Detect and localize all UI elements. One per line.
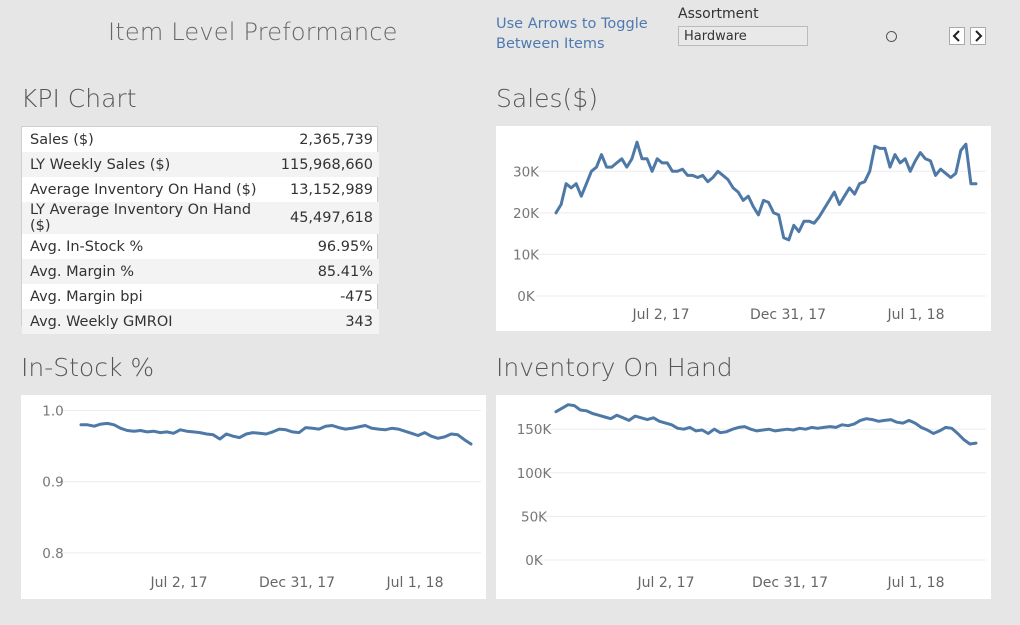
kpi-section-title: KPI Chart (21, 84, 137, 113)
y-tick-label: 1.0 (42, 404, 63, 420)
x-tick-label: Jul 1, 18 (887, 575, 945, 591)
page-title: Item Level Preformance (108, 18, 398, 46)
table-row: Avg. Weekly GMROI 343 (22, 309, 379, 334)
table-row: LY Average Inventory On Hand ($) 45,497,6… (22, 202, 379, 234)
table-row: Sales ($) 2,365,739 (22, 127, 379, 152)
inventory-chart: 0K 50K 100K 150K Jul 2, 17 Dec 31, 17 Jul 1, 1… (517, 403, 986, 591)
kpi-label: Average Inventory On Hand ($) (30, 181, 257, 198)
y-tick-label: 150K (517, 422, 553, 438)
y-tick-label: 50K (521, 509, 548, 525)
next-item-button[interactable] (970, 27, 986, 45)
instock-chart-panel: 0.8 0.9 1.0 Jul 2, 17 Dec 31, 17 Jul 1, 18 (21, 395, 486, 599)
x-tick-label: Jul 1, 18 (887, 307, 945, 323)
inventory-chart-title: Inventory On Hand (496, 353, 733, 382)
kpi-label: Sales ($) (30, 131, 94, 148)
kpi-label: Avg. Weekly GMROI (22, 309, 273, 334)
kpi-label: Avg. Margin bpi (30, 288, 143, 305)
kpi-value: 343 (272, 309, 379, 334)
kpi-table-panel: Sales ($) 2,365,739 LY Weekly Sales ($) 11… (21, 126, 379, 334)
y-tick-label: 30K (513, 164, 540, 180)
kpi-label: LY Average Inventory On Hand ($) (22, 202, 273, 234)
kpi-label: Avg. In-Stock % (30, 238, 144, 255)
kpi-label: LY Weekly Sales ($) (22, 152, 273, 177)
kpi-table: Sales ($) 2,365,739 LY Weekly Sales ($) 11… (22, 127, 379, 334)
table-row: Avg. In-Stock % 96.95% (22, 234, 379, 259)
toggle-hint-line1: Use Arrows to Toggle (496, 16, 648, 32)
kpi-value: 96.95% (317, 238, 373, 255)
radio-icon[interactable] (886, 31, 897, 42)
x-tick-label: Jul 2, 17 (637, 575, 695, 591)
y-tick-label: 10K (513, 247, 540, 263)
instock-chart-title: In-Stock % (21, 353, 155, 382)
prev-item-button[interactable] (949, 27, 965, 45)
x-tick-label: Jul 1, 18 (386, 575, 444, 591)
assortment-label: Assortment (678, 6, 759, 22)
toggle-hint-line2: Between Items (496, 36, 605, 52)
y-tick-label: 100K (517, 466, 553, 482)
sales-chart: 0K 10K 20K 30K Jul 2, 17 Dec 31, 17 Jul 1, 18 (513, 140, 986, 323)
table-row: Average Inventory On Hand ($) 13,152,989 (22, 177, 379, 202)
kpi-value: -475 (340, 288, 373, 305)
y-tick-label: 0.8 (42, 546, 63, 562)
y-tick-label: 0K (525, 553, 544, 569)
toggle-hint: Use Arrows to Toggle Between Items (496, 14, 666, 54)
x-tick-label: Dec 31, 17 (750, 307, 826, 323)
x-tick-label: Jul 2, 17 (150, 575, 208, 591)
kpi-value: 13,152,989 (289, 181, 373, 198)
kpi-label: Avg. Margin % (22, 259, 273, 284)
kpi-value: 45,497,618 (272, 202, 379, 234)
x-tick-label: Dec 31, 17 (752, 575, 828, 591)
kpi-value: 115,968,660 (272, 152, 379, 177)
chevron-right-icon (975, 30, 983, 42)
instock-chart: 0.8 0.9 1.0 Jul 2, 17 Dec 31, 17 Jul 1, 18 (42, 404, 481, 591)
chevron-left-icon (952, 30, 960, 42)
assortment-dropdown[interactable]: Hardware (678, 26, 808, 46)
y-tick-label: 0K (517, 289, 536, 305)
x-tick-label: Jul 2, 17 (632, 307, 690, 323)
series-line (554, 403, 978, 446)
table-row: Avg. Margin % 85.41% (22, 259, 379, 284)
table-row: Avg. Margin bpi -475 (22, 284, 379, 309)
sales-chart-panel: 0K 10K 20K 30K Jul 2, 17 Dec 31, 17 Jul 1, 18 (496, 126, 991, 331)
x-tick-label: Dec 31, 17 (259, 575, 335, 591)
inventory-chart-panel: 0K 50K 100K 150K Jul 2, 17 Dec 31, 17 Jul 1, 1… (496, 395, 991, 599)
kpi-value: 2,365,739 (299, 131, 373, 148)
series-line (79, 421, 473, 446)
kpi-value: 85.41% (272, 259, 379, 284)
y-tick-label: 20K (513, 206, 540, 222)
y-tick-label: 0.9 (42, 475, 63, 491)
series-line (554, 140, 978, 242)
table-row: LY Weekly Sales ($) 115,968,660 (22, 152, 379, 177)
sales-chart-title: Sales($) (496, 84, 598, 113)
